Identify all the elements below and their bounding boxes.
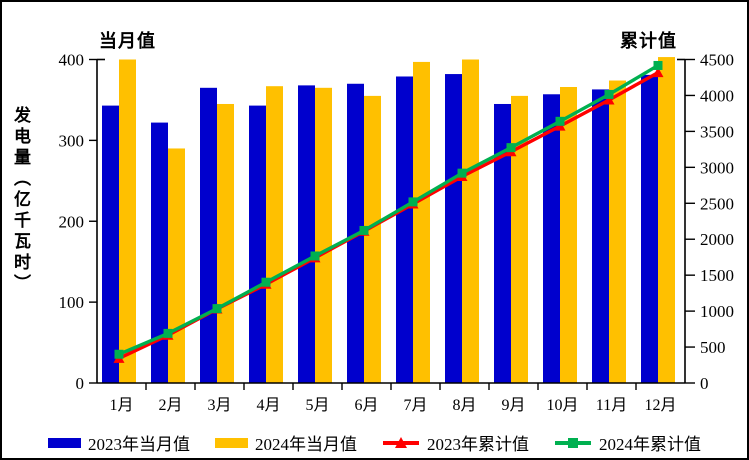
left-axis-tick-label: 0 — [76, 374, 85, 393]
cumulative-2024-marker-square — [457, 168, 467, 178]
bar-2023-12月 — [641, 74, 658, 384]
bar-2023-11月 — [592, 89, 609, 383]
x-axis-month-label: 9月 — [501, 397, 525, 414]
right-axis-tick-label: 1500 — [700, 266, 734, 285]
right-axis-tick-label: 4000 — [700, 86, 734, 105]
legend-item-2024-cumulative[interactable]: 2024年累计值 — [554, 430, 701, 455]
x-axis-month-label: 10月 — [546, 397, 578, 414]
x-axis-month-label: 8月 — [452, 397, 476, 414]
bar-2024-4月 — [266, 86, 283, 383]
x-axis-month-label: 5月 — [305, 397, 329, 414]
bar-2024-6月 — [364, 95, 381, 384]
legend-label-2024-monthly: 2024年当月值 — [255, 435, 357, 454]
right-axis-tick-label: 3000 — [700, 158, 734, 177]
cumulative-2024-marker-square — [114, 349, 124, 359]
bar-2023-3月 — [200, 87, 217, 384]
cumulative-2024-line — [118, 64, 659, 356]
left-axis-title: 当月值 — [99, 31, 156, 51]
cumulative-2024-marker-square — [506, 143, 516, 153]
right-axis-tick-label: 2000 — [700, 230, 734, 249]
right-axis-tick-label: 0 — [700, 374, 709, 393]
left-axis-tick-label: 300 — [59, 131, 85, 150]
bar-2023-1月 — [102, 105, 119, 383]
bar-2023-8月 — [445, 74, 462, 384]
cumulative-2024-marker-square — [604, 89, 614, 99]
bar-2024-10月 — [560, 86, 577, 383]
legend-label-2023-monthly: 2023年当月值 — [88, 435, 190, 454]
bar-2023-7月 — [396, 76, 413, 383]
x-axis-month-label: 7月 — [403, 397, 427, 414]
x-axis-month-label: 6月 — [354, 397, 378, 414]
bar-2024-12月 — [658, 57, 675, 383]
right-axis-tick-label: 4500 — [700, 51, 734, 70]
right-axis-title: 累计值 — [620, 31, 677, 51]
bar-2024-11月 — [609, 80, 626, 383]
cumulative-2024-marker-square — [359, 225, 369, 235]
bar-2024-5月 — [315, 87, 332, 384]
cumulative-2024-marker-square — [555, 116, 565, 126]
cumulative-2024-marker-square — [261, 277, 271, 287]
legend-item-2023-monthly[interactable]: 2023年当月值 — [48, 430, 190, 455]
cumulative-2024-marker-square — [310, 251, 320, 261]
legend-label-2023-cumulative: 2023年累计值 — [427, 435, 529, 454]
x-axis-month-label: 3月 — [207, 397, 231, 414]
left-axis-tick-label: 200 — [59, 212, 85, 231]
legend-swatch-2023-cumulative-line — [382, 436, 420, 450]
legend-swatch-2024-monthly-bar — [215, 437, 248, 448]
legend-swatch-2024-cumulative-line — [554, 436, 592, 450]
left-axis-tick-label: 400 — [59, 51, 85, 70]
bar-2024-8月 — [462, 59, 479, 383]
bar-2024-1月 — [119, 59, 136, 383]
cumulative-2024-marker-square — [212, 304, 222, 314]
bar-2024-3月 — [217, 103, 234, 383]
x-axis-month-label: 4月 — [256, 397, 280, 414]
legend-item-2023-cumulative[interactable]: 2023年累计值 — [382, 430, 529, 455]
legend: 2023年当月值 2024年当月值 2023年累计值 2024年累计值 — [2, 430, 747, 455]
cumulative-2024-marker-square — [163, 328, 173, 338]
cumulative-2023-marker-triangle — [603, 94, 615, 105]
legend-item-2024-monthly[interactable]: 2024年当月值 — [215, 430, 357, 455]
bar-2023-2月 — [151, 122, 168, 384]
right-axis-tick-label: 2500 — [700, 194, 734, 213]
bar-2024-7月 — [413, 61, 430, 384]
bar-2024-2月 — [168, 148, 185, 383]
x-axis-month-label: 12月 — [644, 397, 676, 414]
right-axis-tick-label: 3500 — [700, 122, 734, 141]
right-axis-tick-label: 1000 — [700, 302, 734, 321]
legend-label-2024-cumulative: 2024年累计值 — [599, 435, 701, 454]
bar-2023-10月 — [543, 94, 560, 384]
right-axis-tick-label: 500 — [700, 338, 726, 357]
cumulative-2023-marker-triangle — [652, 67, 664, 78]
x-axis-month-label: 1月 — [109, 397, 133, 414]
bar-2023-9月 — [494, 103, 511, 383]
cumulative-2024-marker-square — [653, 60, 663, 70]
y-axis-label: 发电量（亿千瓦时） — [11, 106, 30, 295]
x-axis-month-label: 11月 — [596, 397, 627, 414]
x-axis-month-label: 2月 — [158, 397, 182, 414]
bar-2024-9月 — [511, 95, 528, 384]
bar-2023-5月 — [298, 85, 315, 383]
cumulative-2024-marker-square — [408, 197, 418, 207]
left-axis-tick-label: 100 — [59, 293, 85, 312]
bar-2023-4月 — [249, 105, 266, 383]
legend-swatch-2023-monthly-bar — [48, 437, 81, 448]
